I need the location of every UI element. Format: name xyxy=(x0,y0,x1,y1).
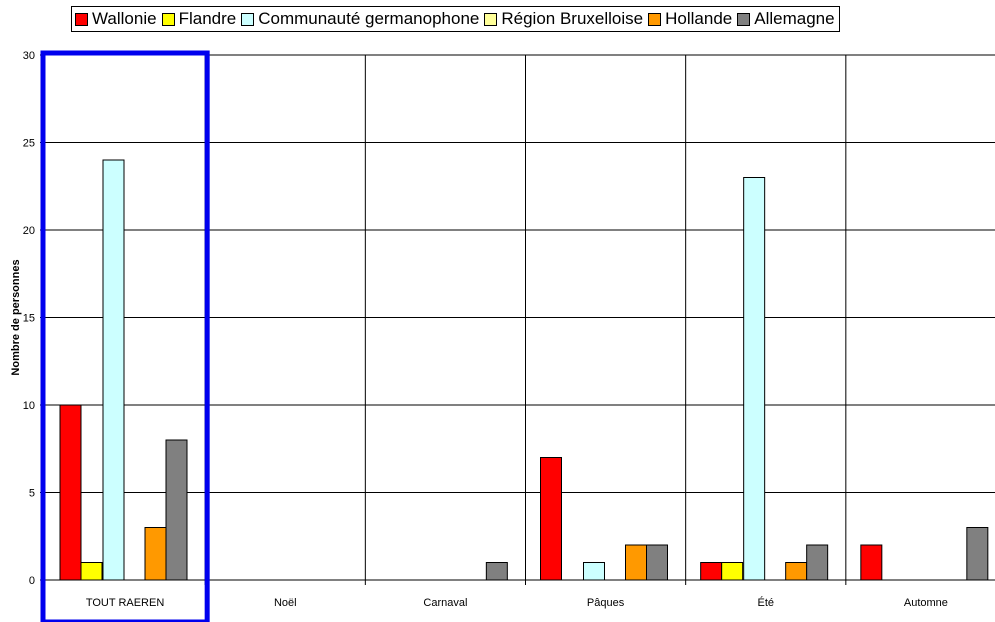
legend-swatch xyxy=(161,12,175,26)
legend-item: Flandre xyxy=(161,9,237,29)
x-tick-label: Noël xyxy=(274,597,297,609)
x-tick-label: Pâques xyxy=(587,597,625,609)
chart-legend: Wallonie Flandre Communauté germanophone Ré… xyxy=(71,6,840,32)
x-tick-label: Automne xyxy=(904,597,948,609)
legend-item: Région Bruxelloise xyxy=(484,9,643,29)
legend-item: Wallonie xyxy=(75,9,157,29)
legend-label: Communauté germanophone xyxy=(258,9,480,28)
x-tick-label: Carnaval xyxy=(423,597,467,609)
y-tick-label: 25 xyxy=(23,138,35,150)
bar-allemagne-0 xyxy=(165,439,188,581)
y-tick-label: 10 xyxy=(23,400,35,412)
y-tick-label: 5 xyxy=(29,488,35,500)
bar-hollande-3 xyxy=(625,544,647,581)
legend-label: Wallonie xyxy=(92,9,157,28)
highlight-box xyxy=(40,50,210,622)
legend-label: Région Bruxelloise xyxy=(501,9,644,28)
legend-label: Hollande xyxy=(665,9,733,28)
bar-hollande-4 xyxy=(785,562,808,581)
bar-allemagne-4 xyxy=(806,544,829,581)
legend-swatch xyxy=(737,12,751,26)
legend-label: Allemagne xyxy=(754,9,835,28)
bar-hollande-0 xyxy=(144,527,167,581)
legend-swatch xyxy=(75,12,88,26)
bar-communaut-germanophone-3 xyxy=(583,562,605,581)
bar-allemagne-3 xyxy=(646,544,668,581)
y-tick-label: 15 xyxy=(23,313,35,325)
legend-swatch xyxy=(484,12,498,26)
bar-flandre-4 xyxy=(721,562,744,581)
legend-item: Hollande xyxy=(648,9,732,29)
legend-label: Flandre xyxy=(178,9,237,28)
bar-communaut-germanophone-4 xyxy=(743,177,766,581)
bar-wallonie-4 xyxy=(700,562,723,581)
bar-flandre-0 xyxy=(80,562,103,581)
bar-communaut-germanophone-0 xyxy=(102,159,125,581)
legend-item: Allemagne xyxy=(737,9,835,29)
bar-wallonie-3 xyxy=(540,457,562,581)
x-tick-label: TOUT RAEREN xyxy=(86,597,164,609)
y-tick-label: 0 xyxy=(29,575,35,587)
x-tick-label: Été xyxy=(757,596,774,609)
y-tick-label: 30 xyxy=(23,50,35,62)
legend-swatch xyxy=(648,12,662,26)
y-tick-label: 20 xyxy=(23,225,35,237)
bar-wallonie-5 xyxy=(860,544,883,581)
legend-item: Communauté germanophone xyxy=(241,9,479,29)
bar-allemagne-5 xyxy=(966,527,989,581)
y-axis-title: Nombre de personnes xyxy=(10,259,22,375)
legend-swatch xyxy=(241,12,255,26)
bar-wallonie-0 xyxy=(59,404,82,581)
bar-allemagne-2 xyxy=(485,562,508,581)
